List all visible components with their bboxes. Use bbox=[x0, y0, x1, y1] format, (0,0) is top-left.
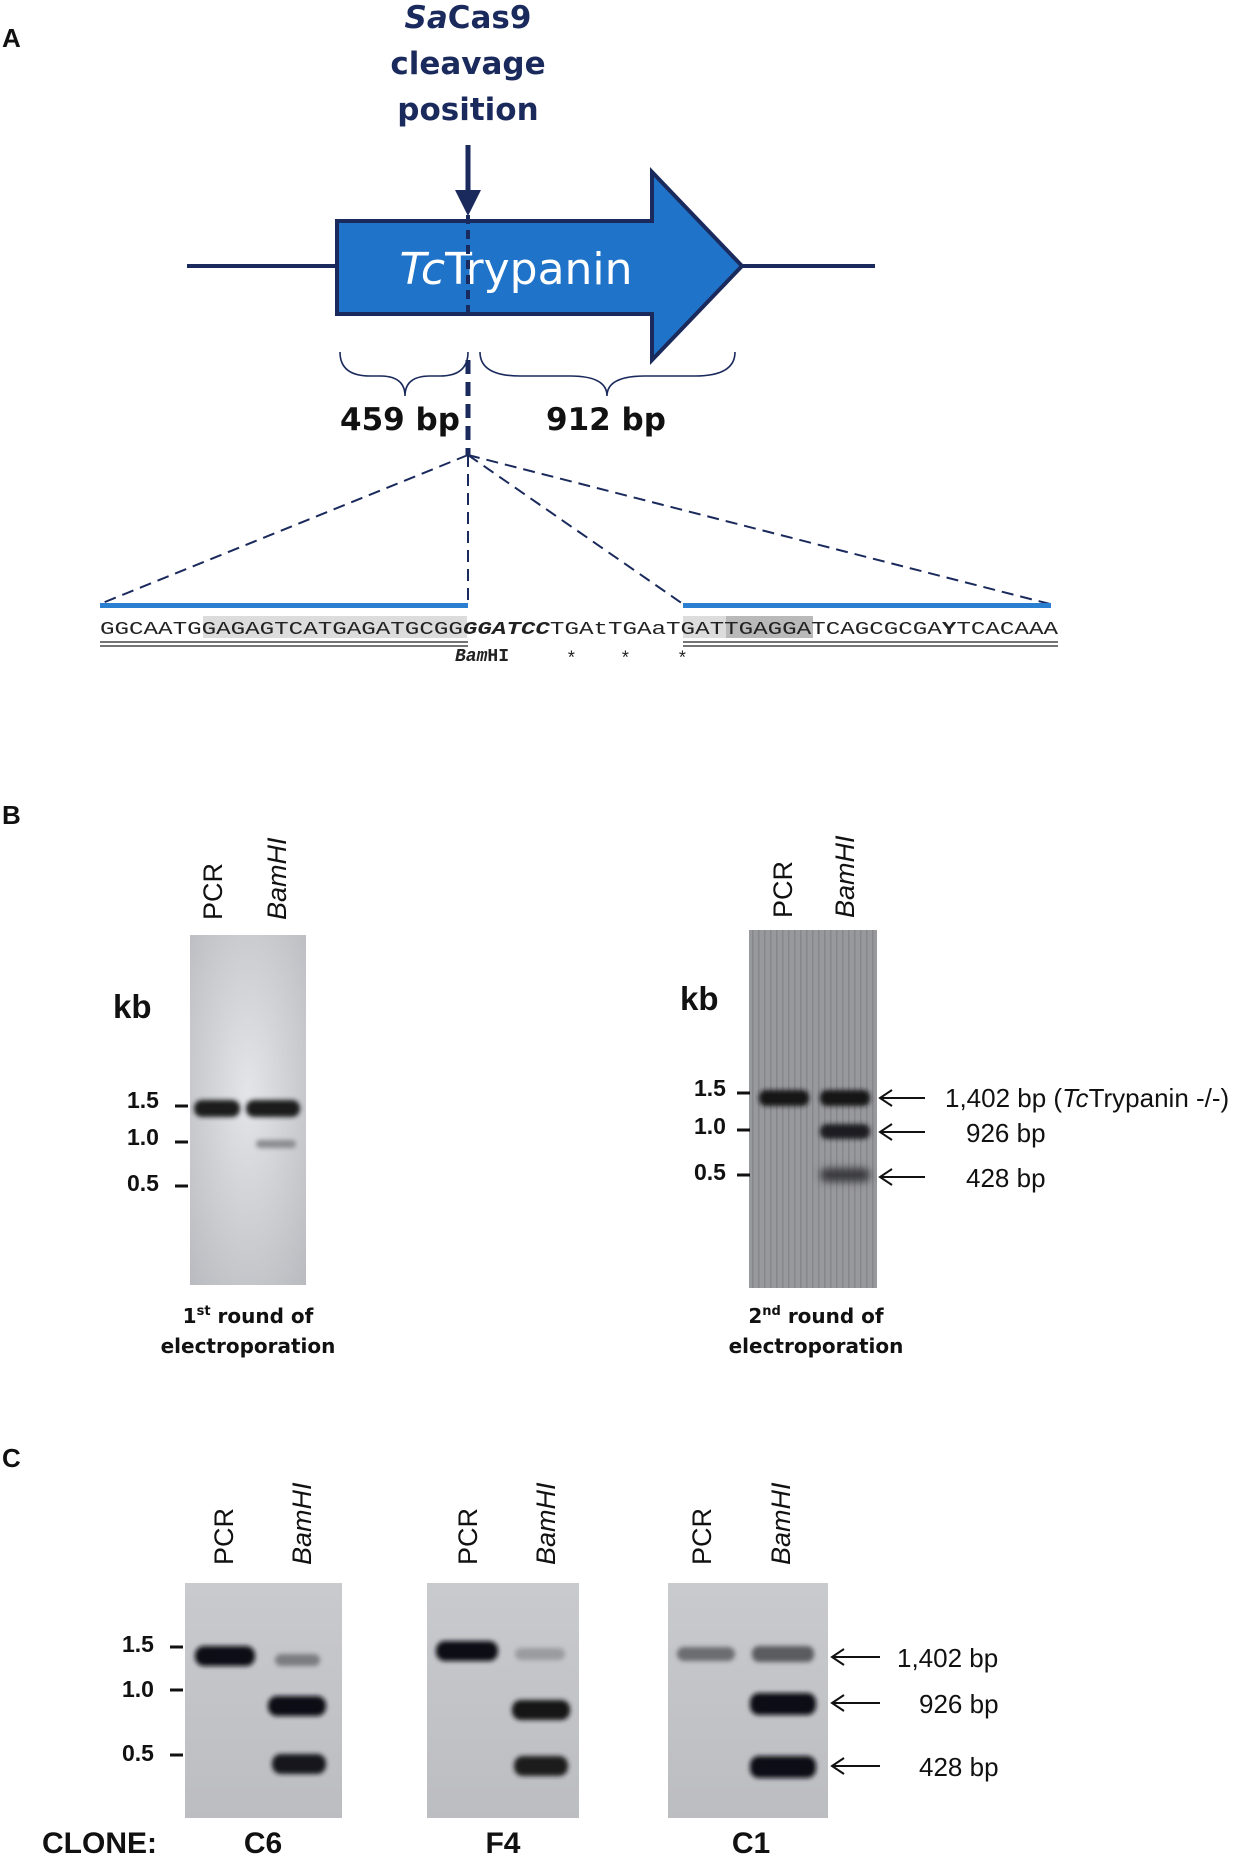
gene-label: TcTrypanin bbox=[399, 244, 632, 295]
cleavage-enzyme-rest: Cas9 bbox=[448, 0, 532, 36]
gel-band bbox=[436, 1641, 498, 1661]
gel-clone-f4: PCR BamHI F4 bbox=[427, 1482, 579, 1858]
homology-arm-left-bar bbox=[100, 603, 468, 608]
gel-b-left: PCR BamHI kb 1.5 1.0 0.5 1st round of el… bbox=[113, 837, 335, 1358]
seq-highlight-right-b bbox=[726, 616, 813, 638]
gel-band bbox=[272, 1754, 326, 1774]
lane-label-bamhi: BamHI bbox=[766, 1482, 796, 1565]
seq-part1: GGCAATGGAGAGTCATGAGATGCGG bbox=[100, 620, 463, 640]
gel-band-faint bbox=[677, 1647, 735, 1661]
gel-band bbox=[514, 1756, 568, 1776]
dna-sequence: GGCAATGGAGAGTCATGAGATGCGG GGATCC TGAtTGAaT… bbox=[100, 620, 1058, 640]
gel-band bbox=[820, 1090, 870, 1106]
seq-highlight-right-a bbox=[683, 616, 726, 638]
tick-label: 0.5 bbox=[694, 1159, 726, 1185]
lane-label-pcr: PCR bbox=[687, 1508, 717, 1565]
tick-label: 0.5 bbox=[127, 1170, 159, 1196]
band-label-428: 428 bp bbox=[919, 1752, 999, 1782]
cleavage-label: SaCas9 cleavage position bbox=[390, 0, 545, 128]
panel-a-label: A bbox=[2, 23, 21, 53]
clone-name: F4 bbox=[485, 1827, 520, 1858]
lane-label-pcr: PCR bbox=[198, 863, 228, 920]
zoom-lines bbox=[99, 454, 1051, 605]
clone-name: C1 bbox=[732, 1827, 770, 1858]
gel-caption-line2: electroporation bbox=[729, 1334, 904, 1358]
gene-arrow-icon bbox=[335, 167, 745, 365]
gel-band-faint bbox=[820, 1168, 870, 1182]
band-label-1402: 1,402 bp bbox=[897, 1643, 998, 1673]
gel-band bbox=[759, 1090, 809, 1106]
gel-band-faint bbox=[275, 1654, 320, 1666]
gel-clone-c6: PCR BamHI C6 bbox=[185, 1482, 342, 1858]
tick-label: 0.5 bbox=[122, 1740, 154, 1766]
seq-y-code: Y bbox=[942, 620, 957, 640]
kb-label: kb bbox=[680, 980, 719, 1017]
gel-band bbox=[195, 1646, 255, 1666]
mutation-star-1: * bbox=[566, 650, 577, 670]
gel-band-faint bbox=[515, 1648, 565, 1660]
gel-band bbox=[750, 1693, 816, 1715]
tick-label: 1.5 bbox=[122, 1631, 154, 1657]
cleavage-title-line1: SaCas9 bbox=[405, 0, 532, 36]
cleavage-arrow-icon bbox=[455, 145, 481, 216]
seq-bamhi-site: GGATCC bbox=[463, 620, 550, 640]
tick-label: 1.5 bbox=[694, 1075, 726, 1101]
brace-right bbox=[479, 351, 736, 397]
gel-band bbox=[750, 1756, 816, 1778]
gel-clone-c1: PCR BamHI C1 bbox=[668, 1482, 828, 1858]
gel-band bbox=[512, 1700, 570, 1720]
tick-label: 1.0 bbox=[122, 1676, 154, 1702]
gel-band bbox=[268, 1696, 326, 1716]
band-label-428: 428 bp bbox=[966, 1163, 1046, 1193]
band-arrow-icon bbox=[878, 1089, 925, 1186]
cleavage-enzyme-italic: Sa bbox=[405, 0, 448, 36]
cleavage-title-line2: cleavage bbox=[390, 46, 545, 82]
bamhi-site-label: BamHI bbox=[455, 647, 509, 667]
kb-label: kb bbox=[113, 988, 152, 1025]
gel-band-faint bbox=[752, 1646, 814, 1662]
panel-b-label: B bbox=[2, 800, 21, 830]
clone-name: C6 bbox=[244, 1827, 282, 1858]
gel-image bbox=[749, 930, 877, 1288]
tick-label: 1.5 bbox=[127, 1087, 159, 1113]
lane-label-pcr: PCR bbox=[209, 1508, 239, 1565]
gel-caption: 1st round of bbox=[183, 1304, 314, 1328]
brace-left bbox=[339, 351, 469, 397]
gel-band bbox=[194, 1100, 240, 1117]
gel-band-faint bbox=[256, 1140, 296, 1148]
homology-arm-right-bar bbox=[683, 603, 1051, 608]
band-label-1402: 1,402 bp (TcTrypanin -/-) bbox=[945, 1083, 1229, 1113]
lane-label-bamhi: BamHI bbox=[262, 837, 292, 920]
gel-caption-line2: electroporation bbox=[161, 1334, 336, 1358]
panel-c-label: C bbox=[2, 1443, 21, 1473]
gel-caption: 2nd round of bbox=[748, 1304, 884, 1328]
left-fragment-size: 459 bp bbox=[340, 402, 460, 438]
lane-label-pcr: PCR bbox=[453, 1508, 483, 1565]
lane-label-bamhi: BamHI bbox=[531, 1482, 561, 1565]
clone-prefix: CLONE: bbox=[42, 1827, 157, 1858]
tick-label: 1.0 bbox=[694, 1113, 726, 1139]
mutation-star-3: * bbox=[677, 650, 688, 670]
seq-part2: TGAtTGAaTGATTGAGGATCAGCGCGA bbox=[550, 620, 942, 640]
seq-part3: TCACAAA bbox=[956, 620, 1058, 640]
right-fragment-size: 912 bp bbox=[546, 402, 666, 438]
gel-b-right: PCR BamHI kb 1.5 1.0 0.5 2nd round of el… bbox=[680, 835, 1229, 1358]
seq-highlight-left bbox=[203, 616, 467, 638]
mutation-star-2: * bbox=[620, 650, 631, 670]
lane-label-bamhi: BamHI bbox=[287, 1482, 317, 1565]
gel-band bbox=[246, 1100, 300, 1117]
gel-band bbox=[820, 1124, 870, 1139]
band-label-926: 926 bp bbox=[919, 1689, 999, 1719]
cleavage-title-line3: position bbox=[397, 92, 538, 128]
lane-label-bamhi: BamHI bbox=[830, 835, 860, 918]
panel-c-ticks: 1.5 1.0 0.5 bbox=[122, 1631, 183, 1766]
tick-label: 1.0 bbox=[127, 1124, 159, 1150]
lane-label-pcr: PCR bbox=[768, 861, 798, 918]
band-label-926: 926 bp bbox=[966, 1118, 1046, 1148]
band-arrow-icon bbox=[830, 1648, 880, 1775]
